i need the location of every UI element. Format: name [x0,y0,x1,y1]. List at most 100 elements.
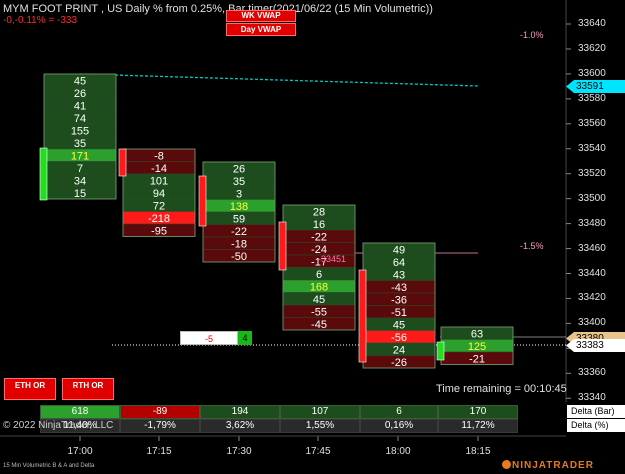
footprint-value: -17 [311,257,327,269]
delta-pct-cell: 0,16% [360,419,438,433]
delta-bar-cell: 6 [360,405,438,419]
footprint-value: 45 [393,320,405,332]
candle-body [118,148,127,177]
footprint-value: -22 [231,226,247,238]
footprint-value: 101 [150,176,168,188]
footprint-value: 155 [71,126,89,138]
footprint-value: 74 [74,113,86,125]
candle-body [198,175,207,227]
footprint-value: 16 [313,219,325,231]
delta-pct-cell: 3,62% [200,419,280,433]
price-tick-label: 33620 [578,42,606,54]
price-tick-label: 33600 [578,67,606,79]
price-tick-label: 33640 [578,18,606,29]
ninjatrader-logo: NINJATRADER [512,460,594,471]
footprint-bars: 452641741553517173415-8-141019472-218-95… [39,73,514,369]
footprint-value: -26 [391,357,407,369]
footprint-value: 49 [393,245,405,257]
candle-body [39,147,48,201]
last-price-tag: 33383 [566,339,625,352]
footprint-value: 26 [233,164,245,176]
footprint-value: -14 [151,163,167,175]
price-tick-label: 33580 [578,92,606,104]
footprint-value: 94 [153,188,165,200]
footprint-value: 138 [230,201,248,213]
footprint-value: 59 [233,214,245,226]
time-remaining: Time remaining = 00:10:45 [436,383,567,395]
footprint-value: 28 [313,207,325,219]
pct-level-mid: -1.5% [520,241,544,251]
footprint-value: 35 [233,176,245,188]
delta-bar-cell: 618 [40,405,120,419]
time-tick-label: 17:45 [305,446,331,457]
price-tick-label: 33440 [578,267,606,279]
price-tick-label: 33460 [578,242,606,254]
chart-title: MYM FOOT PRINT , US Daily % from 0.25%, … [3,3,433,15]
time-tick-label: 17:00 [67,446,93,457]
time-tick-label: 18:15 [465,446,491,457]
time-tick-label: 18:00 [385,446,411,457]
delta-pct-cell: -1,79% [120,419,200,433]
price-tick-label: 33420 [578,292,606,304]
order-quantity-field[interactable]: -5 [180,331,238,345]
candle-body [436,341,445,361]
footprint-value: 24 [393,345,405,357]
footprint-value: -51 [391,307,407,319]
footprint-value: -22 [311,232,327,244]
footprint-value: 43 [393,270,405,282]
footprint-value: 34 [74,176,86,188]
footprint-value: 15 [74,188,86,200]
footprint-value: -218 [148,213,170,225]
delta-pct-cell: 11,40% [40,419,120,433]
delta-pct-cell: 11,72% [438,419,518,433]
footprint-value: 63 [471,329,483,341]
current-price-tag: 33591 [566,80,625,93]
order-count-badge[interactable]: 4 [238,331,252,345]
footprint-value: 45 [74,76,86,88]
footprint-value: 6 [316,269,322,281]
price-tick-label: 33480 [578,217,606,229]
delta-bar-cell: -89 [120,405,200,419]
footprint-value: -43 [391,282,407,294]
wk-vwap-button[interactable]: WK VWAP [226,10,296,22]
delta-pct-row-label: Delta (%) [567,419,625,432]
footprint-value: -21 [469,354,485,366]
candle-body [358,269,367,363]
footprint-value: 171 [71,151,89,163]
time-tick-label: 17:15 [146,446,172,457]
footprint-value: -50 [231,251,247,263]
footprint-value: 168 [310,282,328,294]
footprint-value: 26 [74,88,86,100]
price-tick-label: 33520 [578,167,606,179]
footprint-value: -56 [391,332,407,344]
footprint-value: 7 [77,163,83,175]
delta-bar-cell: 107 [280,405,360,419]
footprint-value: -24 [311,244,327,256]
footprint-value: -8 [154,151,164,163]
day-vwap-button[interactable]: Day VWAP [226,23,296,36]
time-tick-label: 17:30 [226,446,252,457]
wk-vwap-line [79,73,479,87]
delta-bar-cell: 170 [438,405,518,419]
price-tick-label: 33360 [578,367,606,379]
copyright: © 2022 NinjaTrader, LLC [3,420,114,431]
footprint-value: -55 [311,307,327,319]
candle-body [278,221,287,271]
footprint-value: 41 [74,101,86,113]
footprint-value: 3 [236,189,242,201]
level-marker: -33451 [318,254,347,264]
price-tick-label: 33540 [578,142,606,154]
delta-bar-cell: 194 [200,405,280,419]
footprint-value: -95 [151,226,167,238]
rth-or-button[interactable]: RTH OR [62,378,114,400]
footprint-value: -36 [391,295,407,307]
footprint-value: -45 [311,319,327,331]
eth-or-button[interactable]: ETH OR [4,378,56,400]
